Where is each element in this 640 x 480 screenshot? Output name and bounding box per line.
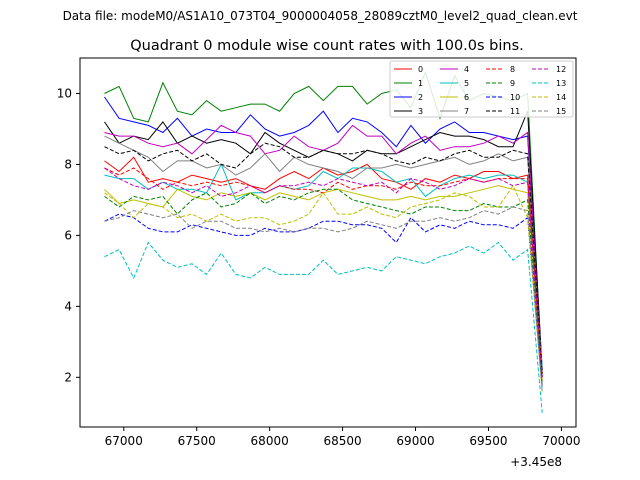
legend-label-2: 2: [418, 93, 423, 102]
series-line-6: [104, 185, 543, 381]
x-tick-label: 67000: [105, 434, 143, 448]
series-line-7: [104, 135, 543, 374]
legend-label-4: 4: [464, 65, 469, 74]
y-tick-label: 2: [64, 370, 72, 384]
legend-label-5: 5: [464, 79, 469, 88]
x-tick-label: 68000: [251, 434, 289, 448]
series-line-13: [104, 241, 543, 413]
legend-label-3: 3: [418, 107, 423, 116]
series-line-14: [104, 184, 543, 392]
series-line-11: [104, 142, 543, 374]
series-layer: [104, 70, 543, 413]
legend-label-14: 14: [556, 93, 566, 102]
series-line-5: [104, 163, 543, 367]
y-tick-label: 6: [64, 228, 72, 242]
series-line-15: [104, 206, 543, 392]
x-offset-label: +3.45e8: [510, 455, 562, 469]
chart-title: Quadrant 0 module wise count rates with …: [130, 38, 524, 54]
y-axis: 2 4 6 8 10: [57, 86, 80, 384]
legend-label-8: 8: [510, 65, 515, 74]
series-line-8: [104, 167, 543, 378]
legend-frame: [389, 60, 574, 118]
y-tick-label: 10: [57, 86, 72, 100]
x-tick-label: 67500: [178, 434, 216, 448]
series-line-2: [104, 96, 543, 374]
plot-frame: [79, 57, 577, 428]
legend-label-0: 0: [418, 65, 423, 74]
legend-label-6: 6: [464, 93, 469, 102]
legend-label-10: 10: [510, 93, 520, 102]
legend-label-12: 12: [556, 65, 566, 74]
legend-label-11: 11: [510, 107, 520, 116]
series-line-1: [104, 70, 543, 378]
x-axis: 67000 67500 68000 68500 69000 69500 70000: [105, 427, 581, 448]
legend-label-15: 15: [556, 107, 566, 116]
legend-label-7: 7: [464, 107, 469, 116]
chart-suptitle: Data file: modeM0/AS1A10_073T04_90000040…: [63, 9, 578, 23]
x-tick-label: 70000: [542, 434, 580, 448]
series-line-10: [104, 213, 543, 389]
y-tick-label: 4: [64, 299, 72, 313]
x-tick-label: 68500: [323, 434, 361, 448]
x-tick-label: 69500: [469, 434, 507, 448]
y-tick-label: 8: [64, 157, 72, 171]
legend-label-13: 13: [556, 79, 566, 88]
legend-label-1: 1: [418, 79, 423, 88]
series-line-12: [104, 167, 543, 378]
series-line-9: [104, 188, 543, 385]
x-tick-label: 69000: [396, 434, 434, 448]
legend-label-9: 9: [510, 79, 515, 88]
series-line-4: [104, 124, 543, 378]
